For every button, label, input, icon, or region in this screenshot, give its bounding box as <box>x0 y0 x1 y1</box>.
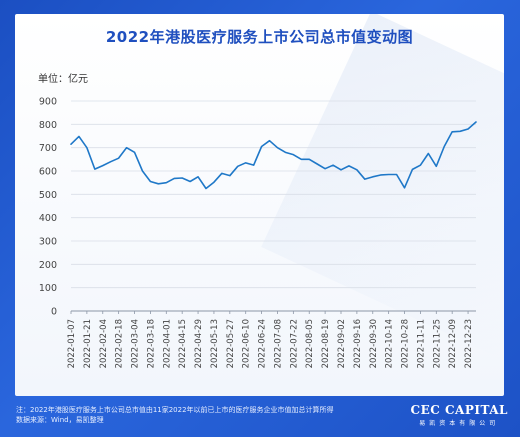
y-tick-label: 700 <box>39 143 57 154</box>
line-chart: 0 100 200 300 400 500 600 700 800 900 2022-01-07 20… <box>39 97 477 368</box>
x-tick-label: 2022-10-14 <box>385 319 395 368</box>
x-tick-label: 2022-09-16 <box>353 319 363 368</box>
x-tick-label: 2022-01-07 <box>67 319 77 368</box>
y-tick-label: 500 <box>39 190 57 201</box>
y-tick-label: 0 <box>51 307 57 318</box>
x-tick-label: 2022-05-13 <box>210 319 220 368</box>
footer-source: 数据来源：Wind，易凯整理 <box>16 416 104 424</box>
x-tick-label: 2022-09-30 <box>369 319 379 368</box>
chart-card: 2022年港股医疗服务上市公司总市值变动图 单位：亿元 0 100 200 300 40… <box>15 14 504 396</box>
x-tick-label: 2022-04-01 <box>162 319 172 368</box>
y-tick-label: 300 <box>39 237 57 248</box>
x-tick-label: 2022-04-29 <box>194 319 204 368</box>
x-tick-label: 2022-03-18 <box>146 319 156 368</box>
x-tick-label: 2022-05-27 <box>226 319 236 368</box>
x-tick-label: 2022-02-18 <box>115 319 125 368</box>
y-tick-label: 600 <box>39 167 57 178</box>
x-tick-label: 2022-08-05 <box>305 319 315 368</box>
y-tick-label: 900 <box>39 97 57 108</box>
x-tick-label: 2022-11-25 <box>432 319 442 368</box>
logo-main-text: CEC CAPITAL <box>410 403 508 417</box>
x-tick-label: 2022-03-04 <box>131 319 141 368</box>
company-logo: CEC CAPITAL 易凯资本有限公司 <box>411 403 508 427</box>
chart-title: 2022年港股医疗服务上市公司总市值变动图 <box>105 28 414 46</box>
x-tick-label: 2022-09-02 <box>337 319 347 368</box>
y-tick-label: 800 <box>39 120 57 131</box>
x-tick-label: 2022-06-10 <box>242 319 252 368</box>
x-tick-label: 2022-02-04 <box>99 319 109 368</box>
series-line <box>70 121 477 190</box>
x-tick-label: 2022-12-09 <box>448 319 458 368</box>
footer-notes: 注：2022年港股医疗服务上市公司总市值由11家2022年以前已上市的医疗服务企… <box>16 405 334 425</box>
x-tick-label: 2022-06-24 <box>258 319 268 368</box>
x-tick-label: 2022-12-23 <box>464 319 474 368</box>
logo-sub-text: 易凯资本有限公司 <box>419 420 500 427</box>
x-tick-label: 2022-01-21 <box>83 319 93 368</box>
y-tick-label: 400 <box>39 213 57 224</box>
y-tick-label: 200 <box>39 260 57 271</box>
x-tick-label: 2022-11-11 <box>416 319 426 368</box>
footer-note: 注：2022年港股医疗服务上市公司总市值由11家2022年以前已上市的医疗服务企… <box>16 406 334 414</box>
x-tick-label: 2022-07-08 <box>273 319 283 368</box>
unit-label: 单位：亿元 <box>38 74 88 85</box>
x-tick-label: 2022-07-22 <box>289 319 299 368</box>
x-tick-label: 2022-10-28 <box>401 319 411 368</box>
y-tick-label: 100 <box>39 283 57 294</box>
x-tick-label: 2022-08-19 <box>321 319 331 368</box>
x-tick-label: 2022-04-15 <box>178 319 188 368</box>
